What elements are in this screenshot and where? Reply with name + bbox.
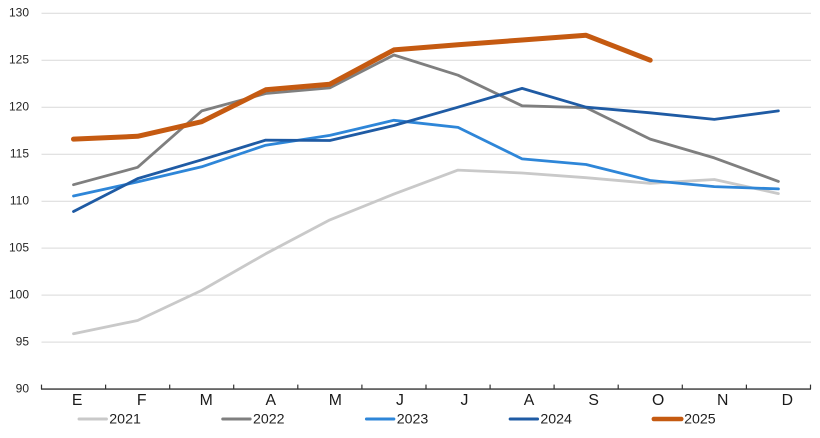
svg-text:J: J xyxy=(461,392,469,409)
svg-text:115: 115 xyxy=(10,146,29,160)
svg-text:90: 90 xyxy=(16,381,30,395)
svg-text:D: D xyxy=(782,392,793,409)
svg-text:J: J xyxy=(396,392,404,409)
svg-text:2022: 2022 xyxy=(253,412,285,428)
svg-text:120: 120 xyxy=(9,99,29,113)
svg-text:S: S xyxy=(588,392,599,409)
svg-text:2024: 2024 xyxy=(540,412,572,428)
svg-text:2023: 2023 xyxy=(397,412,429,428)
svg-text:100: 100 xyxy=(9,287,29,301)
svg-text:130: 130 xyxy=(9,5,29,19)
svg-text:E: E xyxy=(72,392,83,409)
svg-text:2021: 2021 xyxy=(109,412,141,428)
svg-text:A: A xyxy=(524,392,535,409)
svg-text:O: O xyxy=(652,392,664,409)
svg-text:F: F xyxy=(137,392,147,409)
svg-text:105: 105 xyxy=(9,240,29,254)
svg-text:M: M xyxy=(200,392,213,409)
svg-text:N: N xyxy=(717,392,728,409)
svg-text:125: 125 xyxy=(9,52,29,66)
svg-text:95: 95 xyxy=(16,334,30,348)
svg-text:2025: 2025 xyxy=(684,412,716,428)
svg-text:A: A xyxy=(266,392,277,409)
svg-text:M: M xyxy=(329,392,342,409)
svg-text:110: 110 xyxy=(10,193,29,207)
